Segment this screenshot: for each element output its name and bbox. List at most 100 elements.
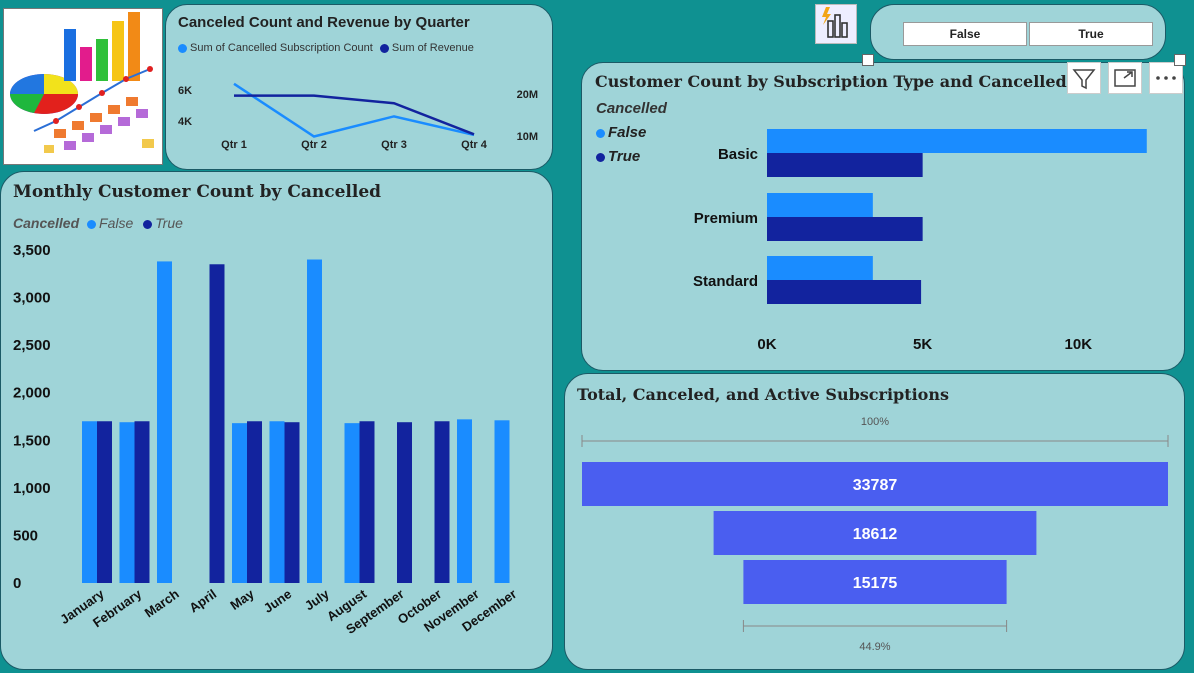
quarter-chart-title: Canceled Count and Revenue by Quarter — [178, 14, 470, 31]
funnel-stage-bar — [713, 511, 1037, 555]
legend-dot-true — [143, 219, 153, 229]
slicer-option-true[interactable]: True — [1029, 22, 1153, 46]
y-tick-label: 2,500 — [13, 337, 51, 354]
legend-title: Cancelled — [596, 100, 667, 117]
x-tick-label: Qtr 3 — [381, 139, 407, 151]
more-options-icon — [1156, 76, 1176, 80]
bar-false — [767, 129, 1147, 153]
monthly-chart-panel: Monthly Customer Count by Cancelled Canc… — [0, 171, 553, 670]
funnel-stage-bar — [743, 560, 1007, 604]
y-left-tick-label: 6K — [178, 85, 192, 97]
bar-true — [134, 421, 150, 583]
y-right-tick-label: 10M — [517, 131, 538, 143]
x-tick-label: 0K — [757, 336, 776, 353]
bar-false — [232, 423, 247, 583]
bar-true — [209, 264, 225, 583]
funnel-stage-bar — [582, 462, 1168, 506]
legend-label-true: True — [155, 215, 183, 231]
y-tick-label: 2,000 — [13, 385, 51, 402]
legend-label-false: False — [99, 215, 134, 231]
funnel-chart-panel: Total, Canceled, and Active Subscription… — [564, 373, 1185, 670]
series-line-cancelled-count — [233, 82, 475, 138]
quarter-chart-panel: Canceled Count and Revenue by Quarter Su… — [165, 4, 553, 170]
series-line-revenue — [234, 94, 475, 136]
bar-false — [119, 422, 135, 583]
bar-false — [157, 261, 172, 583]
bar-true — [284, 422, 300, 583]
bar-true — [359, 421, 375, 583]
filter-button[interactable] — [1067, 62, 1101, 94]
build-visual-button[interactable] — [815, 4, 857, 44]
monthly-bar-chart: 05001,0001,5002,0002,5003,0003,500Januar… — [13, 242, 519, 637]
bar-true — [97, 421, 112, 583]
category-label: Basic — [718, 146, 758, 163]
resize-handle[interactable] — [862, 54, 874, 66]
bar-true — [434, 421, 450, 583]
x-tick-label: Qtr 4 — [461, 139, 488, 151]
legend-dot-true — [596, 152, 605, 162]
expand-icon — [1114, 69, 1136, 87]
bar-false — [82, 421, 97, 583]
x-tick-label: May — [227, 586, 257, 613]
filter-icon — [1072, 69, 1096, 90]
bar-false — [767, 193, 873, 217]
quarter-chart-legend: Sum of Cancelled Subscription Count Sum … — [178, 42, 474, 54]
subscription-chart-panel: Customer Count by Subscription Type and … — [581, 62, 1185, 371]
subscription-chart-legend: Cancelled False True — [596, 97, 667, 169]
image-tile — [3, 8, 163, 165]
legend-title: Cancelled — [13, 215, 80, 231]
bar-false — [494, 420, 510, 583]
legend-label-false: False — [608, 124, 647, 141]
funnel-chart-title: Total, Canceled, and Active Subscription… — [577, 385, 949, 404]
legend-dot-cancelled-count — [178, 43, 187, 53]
x-tick-label: June — [261, 586, 294, 616]
y-left-tick-label: 4K — [178, 116, 192, 128]
funnel-stage-label: 18612 — [853, 526, 898, 543]
legend-dot-revenue — [379, 43, 389, 53]
slicer-option-false[interactable]: False — [903, 22, 1027, 46]
bar-false — [344, 423, 360, 583]
bar-chart-bolt-icon — [822, 7, 848, 38]
legend-dot-false — [596, 128, 605, 138]
x-tick-label: April — [186, 586, 219, 615]
bottom-percentage-label: 44.9% — [859, 641, 890, 653]
subscription-chart-title: Customer Count by Subscription Type and … — [595, 72, 1067, 91]
funnel-stage-label: 15175 — [853, 575, 898, 592]
subscription-bar-chart: Basic Premium Standard 0K 5K 10K — [693, 129, 1147, 353]
legend-label-cancelled-count: Sum of Cancelled Subscription Count — [190, 42, 373, 54]
funnel-stage-label: 33787 — [853, 477, 898, 494]
resize-handle[interactable] — [1174, 54, 1186, 66]
focus-mode-button[interactable] — [1108, 62, 1142, 94]
monthly-chart-title: Monthly Customer Count by Cancelled — [13, 182, 382, 202]
top-percentage-label: 100% — [861, 416, 889, 428]
bar-false — [457, 419, 472, 583]
quarter-line-chart: 6K 4K 20M 10M Qtr 1 Qtr 2 Qtr 3 Qtr 4 — [178, 82, 538, 151]
cancelled-slicer: False True — [870, 4, 1166, 60]
bar-false — [307, 259, 322, 583]
category-label: Premium — [694, 210, 758, 227]
chart-illustration-icon — [10, 12, 154, 153]
bar-true — [767, 153, 923, 177]
more-options-button[interactable] — [1149, 62, 1183, 94]
bar-false — [269, 421, 285, 583]
y-tick-label: 1,500 — [13, 432, 51, 449]
y-tick-label: 0 — [13, 575, 21, 592]
y-right-tick-label: 20M — [517, 89, 538, 101]
y-tick-label: 3,500 — [13, 242, 51, 259]
funnel-chart: 100% 33787 18612 15175 44.9% — [581, 416, 1169, 653]
legend-label-revenue: Sum of Revenue — [391, 42, 474, 54]
bar-true — [397, 422, 412, 583]
y-tick-label: 500 — [13, 527, 38, 544]
bar-true — [767, 217, 923, 241]
y-tick-label: 1,000 — [13, 480, 51, 497]
legend-dot-false — [87, 219, 97, 229]
x-tick-label: Qtr 2 — [301, 139, 327, 151]
x-tick-label: Qtr 1 — [221, 139, 247, 151]
bar-false — [767, 256, 873, 280]
bar-true — [767, 280, 922, 304]
category-label: Standard — [693, 273, 758, 290]
bar-true — [247, 421, 262, 583]
x-tick-label: 5K — [913, 336, 932, 353]
x-tick-label: 10K — [1065, 336, 1093, 353]
y-tick-label: 3,000 — [13, 290, 51, 307]
